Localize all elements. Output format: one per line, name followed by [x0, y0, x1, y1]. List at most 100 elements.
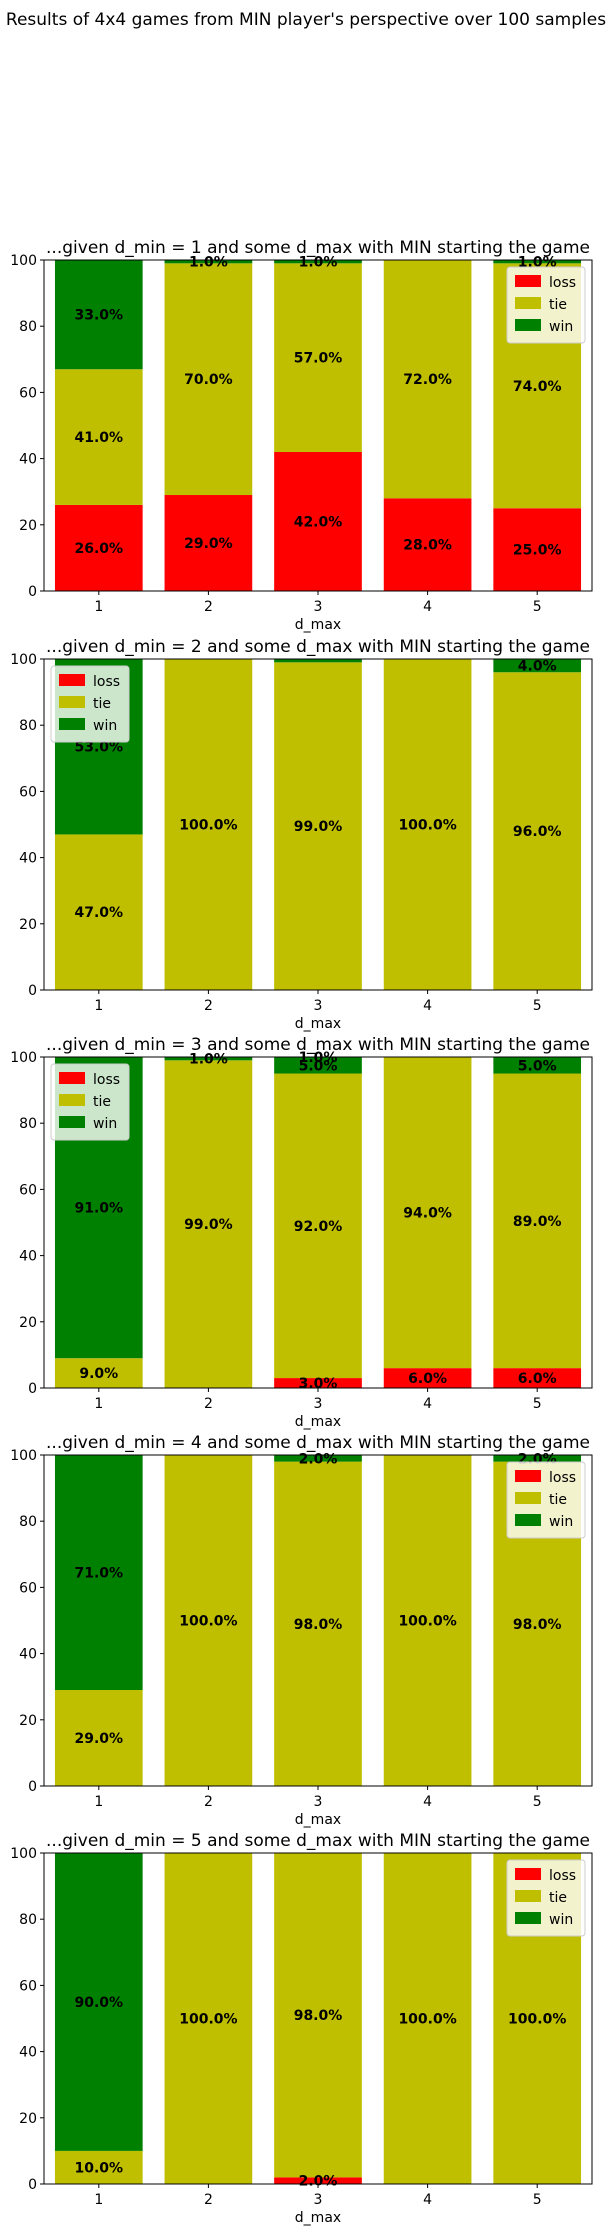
data-label-tie-2: 100.0% — [179, 818, 237, 834]
y-tick-label: 60 — [19, 1182, 37, 1198]
legend-swatch-tie — [515, 297, 541, 309]
y-tick-label: 20 — [19, 1315, 37, 1331]
y-tick-label: 20 — [19, 917, 37, 933]
data-label-loss-4: 28.0% — [403, 538, 452, 554]
data-label-win-1: 91.0% — [75, 1201, 124, 1217]
x-tick-label: 1 — [94, 1396, 103, 1412]
legend-swatch-tie — [59, 696, 85, 708]
x-tick-label: 2 — [204, 2192, 213, 2208]
legend-label-tie: tie — [93, 696, 111, 712]
chart-panel-3: ...given d_min = 3 and some d_max with M… — [10, 1035, 593, 1430]
bar-win-3 — [274, 1057, 362, 1074]
x-tick-label: 2 — [204, 998, 213, 1014]
data-label-loss-5: 25.0% — [513, 543, 562, 559]
bar-tie-1 — [54, 2150, 143, 2184]
bar-win-5 — [493, 1057, 582, 1074]
bar-win-1 — [54, 1853, 143, 2151]
legend-label-win: win — [549, 1912, 573, 1928]
data-label-tie-4: 100.0% — [398, 818, 456, 834]
x-tick-label: 3 — [314, 1794, 323, 1810]
legend-label-loss: loss — [93, 674, 120, 690]
bar-tie-2 — [164, 659, 253, 990]
bar-win-5 — [493, 1455, 582, 1462]
bar-win-3 — [274, 1455, 362, 1462]
y-tick-label: 60 — [19, 1978, 37, 1994]
data-label-win-3: 1.0% — [299, 255, 338, 271]
data-label-tie-2: 100.0% — [179, 1614, 237, 1630]
y-axis: 0 20 40 60 80 100 — [10, 1846, 44, 2193]
y-axis: 0 20 40 60 80 100 — [10, 1448, 44, 1795]
x-tick-label: 5 — [533, 1396, 542, 1412]
y-axis: 0 20 40 60 80 100 — [10, 1050, 44, 1397]
bar-tie-3 — [274, 263, 362, 452]
x-axis: 1 2 3 4 5 — [94, 591, 542, 615]
data-label-tie-2: 99.0% — [184, 1217, 233, 1233]
bar-tie-1 — [54, 369, 143, 505]
y-tick-label: 0 — [28, 1779, 37, 1795]
bar-tie-4 — [383, 1455, 472, 1786]
legend: loss tie win — [506, 1859, 586, 1937]
x-tick-label: 1 — [94, 1794, 103, 1810]
y-tick-label: 20 — [19, 1713, 37, 1729]
bar-tie-4 — [383, 1853, 472, 2184]
legend-swatch-win — [59, 718, 85, 730]
chart-panel-4: ...given d_min = 4 and some d_max with M… — [10, 1433, 593, 1828]
bar-tie-4 — [383, 1057, 472, 1369]
data-label-tie-1: 47.0% — [75, 905, 124, 921]
y-tick-label: 40 — [19, 2045, 37, 2061]
x-axis-label: d_max — [295, 617, 341, 633]
y-tick-label: 40 — [19, 851, 37, 867]
data-label-loss-1: 26.0% — [75, 541, 124, 557]
x-tick-label: 2 — [204, 599, 213, 615]
data-label-win-1: 71.0% — [75, 1566, 124, 1582]
data-label-win-5: 4.0% — [518, 659, 557, 675]
y-tick-label: 100 — [10, 1050, 37, 1066]
legend-label-win: win — [93, 718, 117, 734]
x-axis-label: d_max — [295, 2210, 341, 2226]
bars — [54, 1057, 582, 1388]
x-tick-label: 5 — [533, 998, 542, 1014]
x-tick-label: 5 — [533, 1794, 542, 1810]
y-tick-label: 0 — [28, 1381, 37, 1397]
x-tick-label: 2 — [204, 1794, 213, 1810]
y-tick-label: 100 — [10, 253, 37, 269]
bar-tie-4 — [383, 260, 472, 499]
chart-panels: ...given d_min = 1 and some d_max with M… — [10, 238, 593, 2226]
data-labels: 3.0% 6.0% 6.0%9.0%99.0% 92.0%94.0%89.0%91.0… — [75, 1050, 562, 1392]
data-label-win-2: 1.0% — [189, 255, 228, 271]
y-tick-label: 80 — [19, 1116, 37, 1132]
data-label-tie-1: 9.0% — [79, 1366, 118, 1382]
y-tick-label: 20 — [19, 518, 37, 534]
y-tick-label: 100 — [10, 1846, 37, 1862]
data-label-tie-3: 92.0% — [294, 1219, 343, 1235]
data-label-tie-4: 72.0% — [403, 372, 452, 388]
x-tick-label: 1 — [94, 998, 103, 1014]
chart-panel-5: ...given d_min = 5 and some d_max with M… — [10, 1831, 593, 2226]
legend-swatch-tie — [515, 1890, 541, 1902]
data-label-win-2: 1.0% — [189, 1052, 228, 1068]
data-label-win-1: 53.0% — [75, 740, 124, 756]
y-tick-label: 0 — [28, 983, 37, 999]
data-label-win-1: 90.0% — [75, 1995, 124, 2011]
data-label-tie-3: 98.0% — [294, 1617, 343, 1633]
bar-loss-5 — [493, 508, 582, 591]
x-axis-label: d_max — [295, 1812, 341, 1828]
bar-tie-2 — [164, 1853, 253, 2184]
x-axis: 1 2 3 4 5 — [94, 1388, 542, 1412]
bar-tie-2 — [164, 263, 253, 496]
x-tick-label: 3 — [314, 998, 323, 1014]
data-label-tie-2: 70.0% — [184, 372, 233, 388]
legend-label-tie: tie — [549, 297, 567, 313]
bar-tie-1 — [54, 834, 143, 990]
legend-label-loss: loss — [549, 1470, 576, 1486]
bar-tie-3 — [274, 1073, 362, 1379]
legend-swatch-win — [59, 1116, 85, 1128]
chart-title: ...given d_min = 3 and some d_max with M… — [46, 1035, 590, 1055]
y-axis: 0 20 40 60 80 100 — [10, 253, 44, 600]
bar-tie-3 — [274, 662, 362, 990]
bar-win-5 — [493, 260, 582, 264]
legend-label-loss: loss — [549, 1868, 576, 1884]
y-tick-label: 60 — [19, 385, 37, 401]
data-label-tie-4: 100.0% — [398, 2012, 456, 2028]
bar-tie-2 — [164, 1060, 253, 1388]
